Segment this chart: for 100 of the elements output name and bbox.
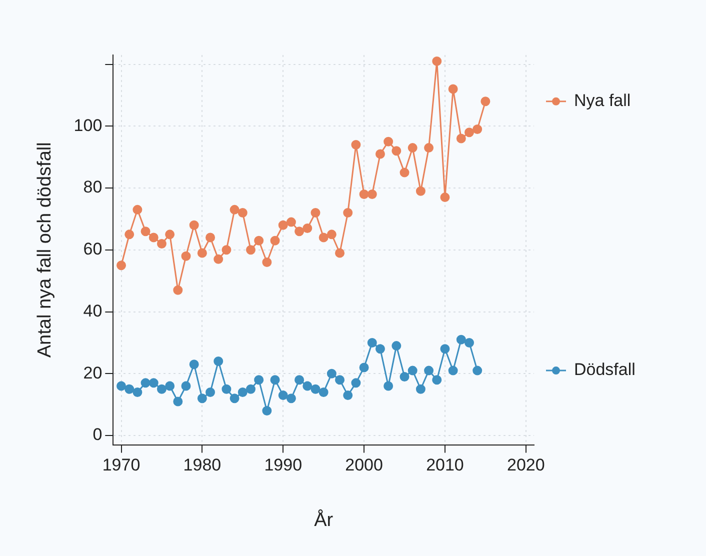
- point: [384, 381, 394, 391]
- point: [173, 396, 183, 406]
- point: [116, 260, 126, 270]
- point: [367, 338, 377, 348]
- point: [432, 56, 442, 66]
- point: [181, 251, 191, 261]
- point: [480, 96, 490, 106]
- point: [278, 220, 288, 230]
- point: [367, 189, 377, 199]
- x-tick-label: 1990: [264, 456, 302, 475]
- point: [351, 140, 361, 150]
- point: [359, 189, 369, 199]
- legend-label: Nya fall: [574, 91, 631, 110]
- point: [124, 230, 134, 240]
- point: [335, 248, 345, 258]
- point: [375, 149, 385, 159]
- point: [254, 236, 264, 246]
- point: [197, 248, 207, 258]
- point: [173, 285, 183, 295]
- point: [148, 232, 158, 242]
- point: [148, 378, 158, 388]
- y-tick-label: 20: [83, 363, 102, 382]
- point: [156, 384, 166, 394]
- x-tick-label: 2000: [345, 456, 383, 475]
- point: [326, 368, 336, 378]
- point: [375, 344, 385, 354]
- point: [302, 223, 312, 233]
- point: [246, 384, 256, 394]
- point: [392, 146, 402, 156]
- legend-label: Dödsfall: [574, 360, 636, 380]
- x-tick-label: 2020: [506, 456, 545, 475]
- point: [262, 406, 272, 416]
- point: [222, 384, 232, 394]
- point: [472, 366, 482, 376]
- point: [318, 232, 328, 242]
- point: [448, 84, 458, 94]
- point: [464, 338, 474, 348]
- point: [270, 375, 280, 385]
- point: [294, 226, 304, 236]
- point: [408, 143, 418, 153]
- point: [230, 394, 240, 404]
- point: [440, 344, 450, 354]
- point: [432, 375, 442, 385]
- point: [416, 384, 426, 394]
- point: [238, 387, 248, 397]
- point: [472, 124, 482, 134]
- x-axis-title: År: [314, 508, 334, 531]
- point: [189, 220, 199, 230]
- x-tick-label: 2010: [426, 456, 464, 475]
- point: [165, 230, 175, 240]
- point: [140, 226, 150, 236]
- point: [254, 375, 264, 385]
- point: [351, 378, 361, 388]
- point: [132, 204, 142, 214]
- point: [165, 381, 175, 391]
- point: [384, 136, 394, 146]
- y-tick-label: 80: [83, 178, 102, 197]
- point: [310, 208, 320, 218]
- point: [440, 192, 450, 202]
- point: [294, 375, 304, 385]
- point: [197, 394, 207, 404]
- point: [392, 341, 402, 351]
- point: [124, 384, 134, 394]
- y-tick-label: 60: [83, 240, 102, 259]
- point: [286, 394, 296, 404]
- point: [456, 134, 466, 144]
- y-tick-label: 100: [74, 116, 102, 135]
- point: [286, 217, 296, 227]
- point: [246, 245, 256, 255]
- point: [156, 238, 166, 248]
- point: [408, 366, 418, 376]
- point: [310, 384, 320, 394]
- point: [181, 381, 191, 391]
- point: [359, 362, 369, 372]
- point: [456, 334, 466, 344]
- point: [116, 381, 126, 391]
- point: [400, 372, 410, 382]
- point: [278, 390, 288, 400]
- point: [464, 128, 474, 138]
- point: [424, 143, 434, 153]
- point: [326, 230, 336, 240]
- point: [189, 360, 199, 370]
- point: [302, 381, 312, 391]
- point: [416, 186, 426, 196]
- point: [343, 208, 353, 218]
- point: [270, 236, 280, 246]
- point: [214, 356, 224, 366]
- point: [214, 254, 224, 264]
- point: [230, 204, 240, 214]
- point: [206, 232, 216, 242]
- point: [222, 245, 232, 255]
- point: [132, 387, 142, 397]
- point: [262, 258, 272, 268]
- point: [206, 387, 216, 397]
- point: [335, 375, 345, 385]
- y-tick-label: 40: [83, 301, 102, 320]
- point: [448, 366, 458, 376]
- x-tick-label: 1970: [102, 456, 140, 475]
- x-tick-label: 1980: [183, 456, 222, 475]
- point: [400, 168, 410, 178]
